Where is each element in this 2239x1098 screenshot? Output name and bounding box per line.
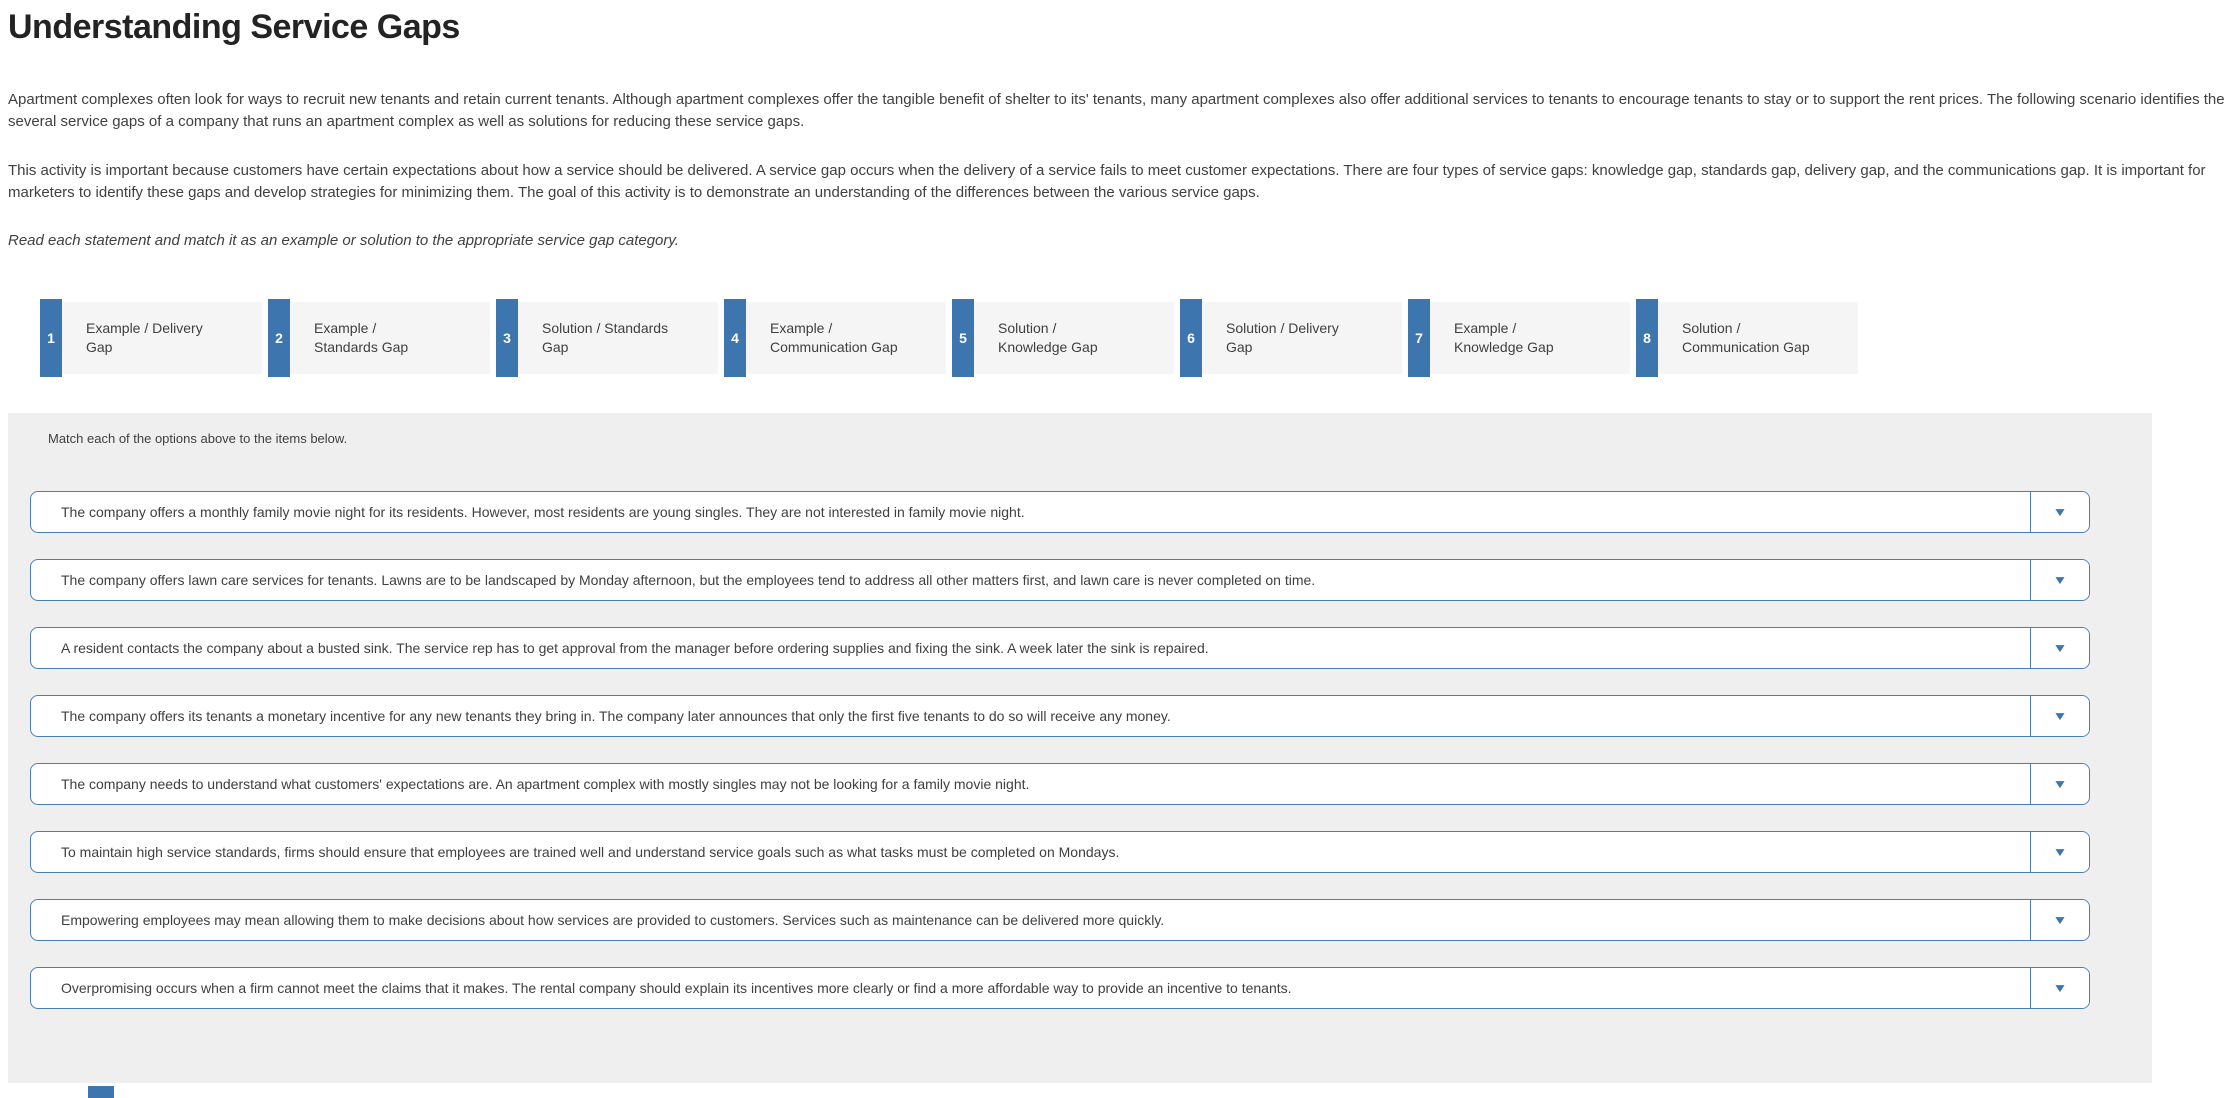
match-item-text: Empowering employees may mean allowing t… [61,912,1165,928]
option-chip[interactable]: 8 Solution / Communication Gap [1636,299,1858,377]
option-number-badge: 7 [1408,299,1430,377]
answer-dropdown-button[interactable]: ▼ [2031,764,2089,804]
match-item-row: The company offers lawn care services fo… [30,559,2090,601]
caret-down-icon: ▼ [2052,573,2068,587]
answer-dropdown-button[interactable]: ▼ [2031,628,2089,668]
caret-down-icon: ▼ [2052,845,2068,859]
row-divider [2030,900,2031,940]
partial-element-fragment [88,1086,114,1098]
option-number-badge: 6 [1180,299,1202,377]
match-item-text: The company needs to understand what cus… [61,776,1030,792]
option-label-box: Solution / Communication Gap [1658,302,1858,374]
row-divider [2030,492,2031,532]
matching-panel: Match each of the options above to the i… [8,413,2152,1083]
option-label-box: Solution / Standards Gap [518,302,718,374]
match-item-row: A resident contacts the company about a … [30,627,2090,669]
caret-down-icon: ▼ [2052,913,2068,927]
option-chips-row: 1 Example / Delivery Gap 2 Example / Sta… [40,299,2239,377]
answer-dropdown-button[interactable]: ▼ [2031,968,2089,1008]
option-number-badge: 1 [40,299,62,377]
row-divider [2030,764,2031,804]
option-number-badge: 5 [952,299,974,377]
match-item-text: Overpromising occurs when a firm cannot … [61,980,1292,996]
match-item-text: The company offers lawn care services fo… [61,572,1316,588]
activity-instruction: Read each statement and match it as an e… [8,232,679,249]
option-label-box: Example / Knowledge Gap [1430,302,1630,374]
caret-down-icon: ▼ [2052,777,2068,791]
intro-paragraph-1: Apartment complexes often look for ways … [8,91,2225,130]
row-divider [2030,628,2031,668]
option-chip[interactable]: 3 Solution / Standards Gap [496,299,718,377]
match-item-text: The company offers its tenants a monetar… [61,708,1171,724]
page-title: Understanding Service Gaps [8,8,460,46]
match-item-row: To maintain high service standards, firm… [30,831,2090,873]
option-label: Example / Delivery Gap [86,320,203,355]
option-label: Example / Communication Gap [770,320,898,355]
option-label: Solution / Knowledge Gap [998,320,1098,355]
match-item-row: The company needs to understand what cus… [30,763,2090,805]
caret-down-icon: ▼ [2052,709,2068,723]
answer-dropdown-button[interactable]: ▼ [2031,492,2089,532]
item-rows: The company offers a monthly family movi… [8,491,2152,1009]
option-chip[interactable]: 6 Solution / Delivery Gap [1180,299,1402,377]
option-label: Example / Knowledge Gap [1454,320,1554,355]
option-chip[interactable]: 5 Solution / Knowledge Gap [952,299,1174,377]
option-number-badge: 8 [1636,299,1658,377]
option-chip[interactable]: 4 Example / Communication Gap [724,299,946,377]
answer-dropdown-button[interactable]: ▼ [2031,696,2089,736]
option-number-badge: 3 [496,299,518,377]
match-item-row: Empowering employees may mean allowing t… [30,899,2090,941]
answer-dropdown-button[interactable]: ▼ [2031,560,2089,600]
match-item-row: The company offers its tenants a monetar… [30,695,2090,737]
option-label: Solution / Communication Gap [1682,320,1810,355]
answer-dropdown-button[interactable]: ▼ [2031,832,2089,872]
match-item-text: To maintain high service standards, firm… [61,844,1120,860]
option-label-box: Solution / Knowledge Gap [974,302,1174,374]
row-divider [2030,832,2031,872]
intro-paragraph-2: This activity is important because custo… [8,162,2206,201]
caret-down-icon: ▼ [2052,981,2068,995]
option-number-badge: 4 [724,299,746,377]
match-item-row: The company offers a monthly family movi… [30,491,2090,533]
caret-down-icon: ▼ [2052,505,2068,519]
match-item-row: Overpromising occurs when a firm cannot … [30,967,2090,1009]
option-label-box: Solution / Delivery Gap [1202,302,1402,374]
option-chip[interactable]: 7 Example / Knowledge Gap [1408,299,1630,377]
option-label: Solution / Delivery Gap [1226,320,1339,355]
match-item-text: A resident contacts the company about a … [61,640,1209,656]
option-number-badge: 2 [268,299,290,377]
activity-page: Understanding Service Gaps Apartment com… [0,8,2239,1083]
option-chip[interactable]: 2 Example / Standards Gap [268,299,490,377]
option-label-box: Example / Standards Gap [290,302,490,374]
option-label-box: Example / Communication Gap [746,302,946,374]
row-divider [2030,696,2031,736]
row-divider [2030,968,2031,1008]
matching-prompt: Match each of the options above to the i… [48,431,348,446]
match-item-text: The company offers a monthly family movi… [61,504,1025,520]
option-label: Solution / Standards Gap [542,320,669,355]
option-label: Example / Standards Gap [314,320,409,355]
row-divider [2030,560,2031,600]
caret-down-icon: ▼ [2052,641,2068,655]
option-chip[interactable]: 1 Example / Delivery Gap [40,299,262,377]
option-label-box: Example / Delivery Gap [62,302,262,374]
answer-dropdown-button[interactable]: ▼ [2031,900,2089,940]
